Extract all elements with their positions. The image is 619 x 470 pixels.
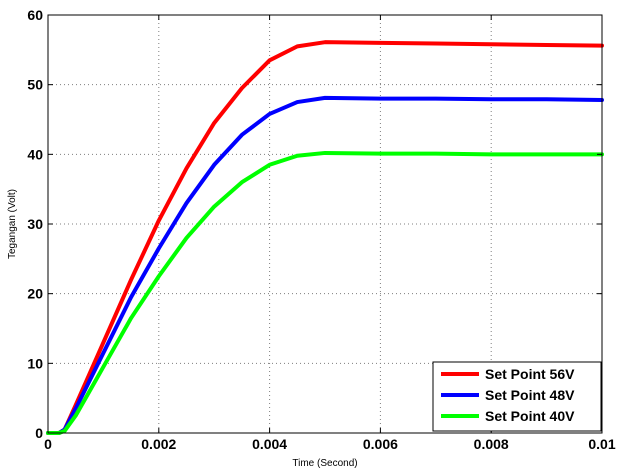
legend-label: Set Point 40V: [485, 408, 575, 424]
y-tick-label: 60: [27, 7, 43, 23]
series-layer: [46, 40, 604, 435]
legend-label: Set Point 48V: [485, 387, 575, 403]
y-tick-label: 50: [27, 77, 43, 93]
x-tick-label: 0.004: [252, 436, 287, 452]
legend-label: Set Point 56V: [485, 366, 575, 382]
x-tick-label: 0.01: [588, 436, 615, 452]
y-tick-label: 40: [27, 146, 43, 162]
y-tick-label: 10: [27, 355, 43, 371]
x-tick-label: 0.006: [363, 436, 398, 452]
y-tick-label: 30: [27, 216, 43, 232]
y-axis-label: Tegangan (Volt): [7, 189, 18, 259]
y-tick-label: 20: [27, 286, 43, 302]
series-line: [46, 150, 604, 435]
y-tick-label: 0: [35, 425, 43, 441]
x-tick-label: 0.008: [474, 436, 509, 452]
legend: Set Point 56V Set Point 48V Set Point 40V: [432, 361, 602, 432]
ticks: 0 0.002 0.004 0.006 0.008 0.01 0 10 20 30 40 50 60: [27, 7, 615, 452]
x-tick-label: 0: [44, 436, 52, 452]
x-tick-label: 0.002: [141, 436, 176, 452]
x-axis-label: Time (Second): [292, 458, 357, 469]
series-line: [46, 95, 604, 435]
